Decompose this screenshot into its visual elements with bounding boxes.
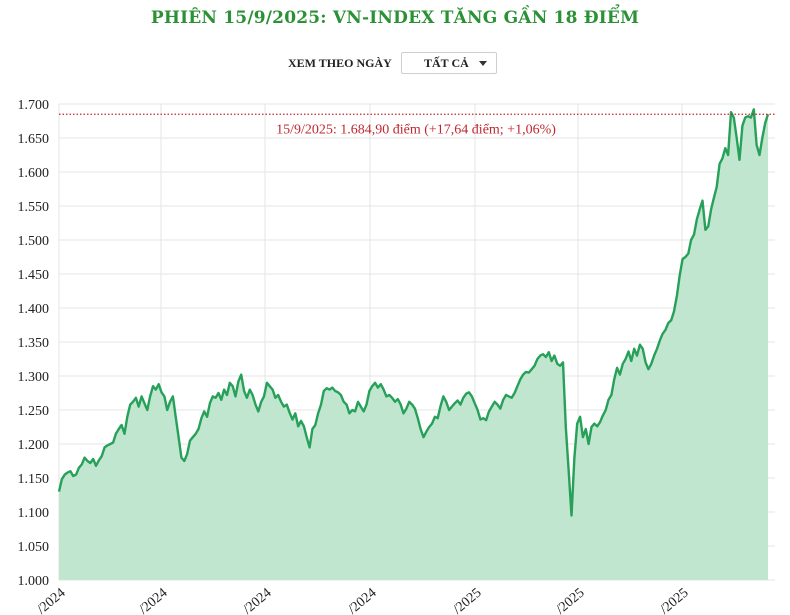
chart-title: PHIÊN 15/9/2025: VN-INDEX TĂNG GẦN 18 ĐI… [150, 8, 640, 28]
y-tick-label: 1.250 [18, 404, 50, 419]
y-tick-label: 1.000 [18, 574, 50, 589]
x-tick-label: /2025 [553, 586, 587, 615]
y-tick-label: 1.400 [18, 302, 50, 317]
area-fill [59, 109, 768, 581]
x-tick-label: /2025 [657, 586, 691, 615]
y-tick-label: 1.650 [18, 132, 50, 147]
y-tick-label: 1.300 [18, 370, 50, 385]
y-axis: 1.000 1.050 1.100 1.150 1.200 1.250 1.300 1.350… [18, 98, 50, 589]
y-tick-label: 1.150 [18, 472, 50, 487]
x-tick-label: /2024 [34, 586, 68, 615]
y-tick-label: 1.500 [18, 234, 50, 249]
y-tick-label: 1.200 [18, 438, 50, 453]
x-tick-label: /2025 [450, 586, 484, 615]
y-tick-label: 1.450 [18, 268, 50, 283]
date-range-value: TẤT CẢ [424, 55, 469, 70]
x-tick-label: /2024 [345, 586, 379, 615]
chevron-down-icon [478, 60, 487, 66]
y-tick-label: 1.700 [18, 98, 50, 113]
x-axis: /2024/2024/2024/2024/2025/2025/2025 [34, 586, 691, 615]
date-range-select[interactable]: TẤT CẢ [400, 52, 497, 74]
x-tick-label: /2024 [240, 586, 274, 615]
y-tick-label: 1.050 [18, 540, 50, 555]
y-tick-label: 1.600 [18, 166, 50, 181]
date-filter: XEM THEO NGÀY TẤT CẢ [288, 50, 497, 76]
y-tick-label: 1.550 [18, 200, 50, 215]
index-line [57, 108, 770, 517]
x-tick-label: /2024 [136, 586, 170, 615]
y-tick-label: 1.350 [18, 336, 50, 351]
reference-annotation: 15/9/2025: 1.684,90 điểm (+17,64 điểm; +… [276, 122, 556, 137]
y-tick-label: 1.100 [18, 506, 50, 521]
filter-label: XEM THEO NGÀY [288, 55, 392, 70]
